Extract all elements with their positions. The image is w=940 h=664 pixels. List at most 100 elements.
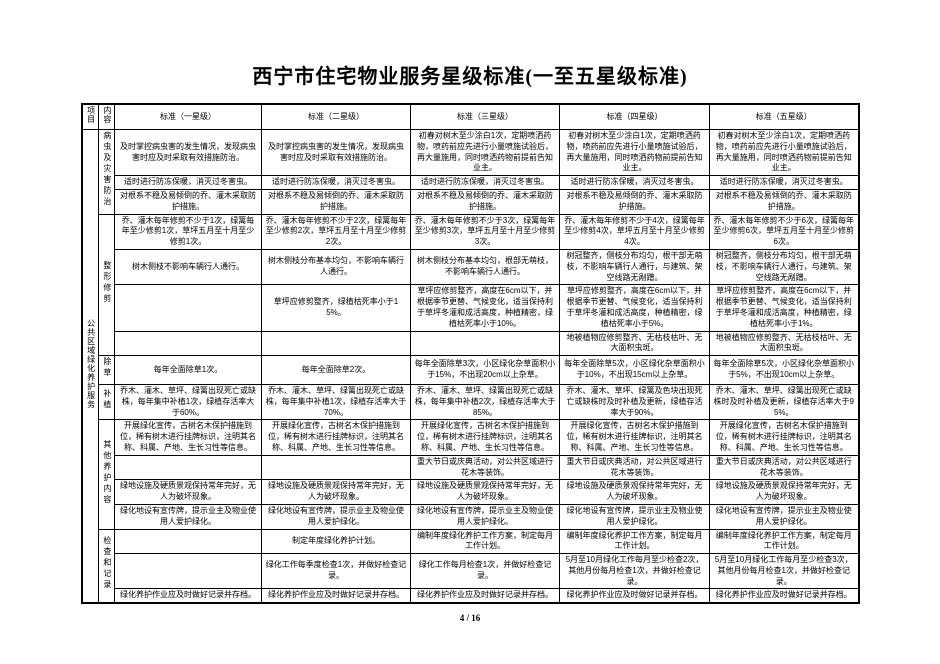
standard-cell: 乔木、灌木、草坪、绿篱及色块出现死亡或缺株时及时补植及更新，绿植存活率大于90%… (559, 383, 710, 421)
category-cell-label: 其他养护内容 (102, 439, 112, 506)
standard-cell: 绿地设施及硬质景观保持常年完好，无人为破坏现象。 (114, 479, 262, 505)
standard-cell: 重大节日或庆典活动，对公共区域进行花木等装饰。 (559, 454, 710, 481)
table-header-row: 项目 内容 标准（一星级） 标准（二星级） 标准（三星级） 标准（四星级） 标准（五星级） (81, 103, 859, 130)
header-cell-3: 标准（二星级） (261, 103, 411, 130)
table-row: 绿地设施及硬质景观保持常年完好，无人为破坏现象。 绿地设施及硬质景观保持常年完好，… (82, 479, 859, 505)
header-cell-0-label: 项目 (86, 106, 96, 125)
standard-cell: 乔木、灌木、草坪、绿篱出现死亡或缺株，每年集中补植1次，绿植存活率大于70%。 (261, 383, 411, 421)
category-cell-label: 整形修剪 (102, 260, 112, 305)
header-cell-0: 项目 (81, 103, 99, 130)
table-row: 对根系不稳及易倾倒的乔、灌木采取防护措施。 对根系不稳及易倾倒的乔、灌木采取防护措… (82, 188, 859, 215)
category-cell: 检查和记录 (98, 528, 115, 604)
standard-cell: 对根系不稳及易倾倒的乔、灌木采取防护措施。 (559, 188, 710, 215)
table-row: 绿化养护作业应及时做好记录并存档。 绿化养护作业应及时做好记录并存档。 绿化养护作业… (82, 588, 859, 604)
standard-cell: 乔木、灌木、草坪、绿篱出现死亡或缺株，每年集中补植1次，绿植存活率大于60%。 (114, 383, 262, 421)
standard-cell: 乔木、灌木、草坪、绿篱出现死亡或缺株时及时补植及更新，绿植存活率大于95%。 (709, 383, 859, 421)
standard-cell: 对根系不稳及易倾倒的乔、灌木采取防护措施。 (261, 188, 411, 215)
standard-cell: 每年全面除草5次，小区绿化杂草面积小于5%，不出现10cm以上杂草。 (709, 355, 859, 385)
standard-cell (114, 454, 262, 481)
standard-cell (410, 330, 560, 357)
standard-cell: 绿化地设有宣传牌，提示业主及物业使用人爱护绿化。 (261, 503, 411, 530)
category-cell: 除草 (98, 355, 115, 385)
table-row: 补植 乔木、灌木、草坪、绿篱出现死亡或缺株，每年集中补植1次，绿植存活率大于60%… (82, 383, 859, 421)
standard-cell: 适时进行防冻保暖，消灭过冬害虫。 (114, 175, 262, 190)
table-row: 重大节日或庆典活动，对公共区域进行花木等装饰。 重大节日或庆典活动，对公共区域进行… (82, 454, 859, 481)
project-cell-label: 公共区域绿化养护服务 (86, 319, 96, 410)
standard-cell (261, 454, 411, 481)
header-cell-5: 标准（四星级） (559, 103, 710, 130)
standard-cell: 对根系不稳及易倾倒的乔、灌木采取防护措施。 (410, 188, 560, 215)
category-cell: 其他养护内容 (98, 419, 115, 530)
standard-cell: 绿地设施及硬质景观保持常年完好，无人为破坏现象。 (261, 479, 411, 505)
category-cell-label: 病虫及灾害防治 (102, 131, 112, 209)
standard-cell: 编制年度绿化养护工作方案，制定每月工作计划。 (410, 528, 560, 555)
standard-cell: 每年全面除草3次，小区绿化杂草面积小于15%，不出现20cm以上杂草。 (410, 355, 560, 385)
category-cell-label: 除草 (102, 357, 112, 380)
standard-cell: 初春对树木至少涂白1次，定期喷洒药物，喷药前应先进行小量喷施试验后，再大量施用，… (709, 128, 859, 177)
standard-cell: 绿化养护作业应及时做好记录并存档。 (709, 588, 859, 604)
project-cell: 公共区域绿化养护服务 (81, 129, 99, 604)
standard-cell: 开展绿化宣传，古树名木保护措施到位，稀有树木进行挂牌标识，注明其名称、科属、产地… (114, 419, 262, 456)
standard-cell (261, 330, 411, 357)
standard-cell: 适时进行防冻保暖，消灭过冬害虫。 (709, 175, 859, 190)
standard-cell: 绿化地设有宣传牌，提示业主及物业使用人爱护绿化。 (559, 503, 710, 530)
standard-cell: 每年全面除草5次，小区绿化杂草面积小于10%，不出现15cm以上杂草。 (559, 355, 710, 385)
standard-cell: 初春对树木至少涂白1次，定期喷洒药物，喷药前应先进行小量喷施试验后，再大量施用，… (559, 128, 710, 177)
standard-cell: 草坪应修剪整齐，高度在6cm以下，并根据季节更替、气候变化，适当保持利于草坪冬灌… (410, 284, 560, 332)
header-cell-6: 标准（五星级） (709, 103, 859, 130)
standard-cell: 适时进行防冻保暖，消灭过冬害虫。 (261, 175, 411, 190)
standard-cell: 及时掌控病虫害的发生情况，发现病虫害时应及时采取有效措施防治。 (261, 128, 411, 177)
standard-cell: 开展绿化宣传，古树名木保护措施到位，稀有树木进行挂牌标识，注明其名称、科属、产地… (709, 419, 859, 456)
standard-cell: 树冠整齐，侧枝分布均匀，根干部无萌枝，不影响车辆行人通行，与建筑、架空线路无剐蹭… (709, 248, 859, 286)
standard-cell: 对根系不稳及易倾倒的乔、灌木采取防护措施。 (114, 188, 262, 215)
standard-cell: 树木侧枝分布基本均匀，根部无萌枝，不影响车辆行人通行。 (410, 248, 560, 286)
standard-cell: 适时进行防冻保暖，消灭过冬害虫。 (410, 175, 560, 190)
standard-cell: 绿化养护作业应及时做好记录并存档。 (410, 588, 560, 604)
table-row: 其他养护内容 开展绿化宣传，古树名木保护措施到位，稀有树木进行挂牌标识，注明其名称… (82, 419, 859, 530)
table-row: 树木侧枝不影响车辆行人通行。 树木侧枝分布基本均匀，不影响车辆行人通行。 树木侧枝分… (82, 248, 859, 286)
standard-cell: 树木侧枝分布基本均匀，不影响车辆行人通行。 (261, 248, 411, 286)
standard-cell: 草坪应修剪整齐，高度在6cm以下，并根据季节更替、气候变化，适当保持利于草坪冬灌… (709, 284, 859, 332)
standard-cell: 绿地设施及硬质景观保持常年完好，无人为破坏现象。 (410, 479, 560, 505)
standard-cell: 草坪应修剪整齐，绿植枯死率小于15%。 (261, 284, 411, 332)
standard-cell: 绿地设施及硬质景观保持常年完好，无人为破坏现象。 (709, 479, 859, 505)
standard-cell: 乔、灌木每年修剪不少于6次，绿篱每年至少修剪6次，草坪五月至十月至少修剪6次。 (709, 213, 859, 250)
standards-table-body: 公共区域绿化养护服务 病虫及灾害防治 及时掌控病虫害的发生情况，发现病虫害时应及时采… (81, 128, 859, 604)
header-cell-4: 标准（三星级） (410, 103, 560, 130)
standard-cell: 地被植物应修剪整齐、无枯枝枯叶、无大面积虫斑。 (709, 330, 859, 357)
standard-cell: 每年全面除草1次。 (114, 355, 262, 385)
standard-cell: 地被植物应修剪整齐、无枯枝枯叶、无大面积虫斑。 (559, 330, 710, 357)
table-row: 检查和记录 制定年度绿化养护计划。 编制年度绿化养护工作方案，制定每月工作计划。 编制… (82, 528, 859, 604)
standard-cell: 每年全面除草2次。 (261, 355, 411, 385)
standard-cell (114, 553, 262, 590)
standard-cell: 绿化养护作业应及时做好记录并存档。 (261, 588, 411, 604)
standard-cell: 绿化工作每月检查1次，并做好检查记录。 (410, 553, 560, 590)
standard-cell: 乔、灌木每年修剪不少于4次，绿篱每年至少修剪4次，草坪五月至十月至少修剪4次。 (559, 213, 710, 250)
category-cell: 补植 (98, 383, 115, 421)
table-row: 绿化地设有宣传牌，提示业主及物业使用人爱护绿化。 绿化地设有宣传牌，提示业主及物业… (82, 503, 859, 530)
standard-cell: 开展绿化宣传，古树名木保护措施到位，稀有树木进行挂牌标识，注明其名称、科属、产地… (410, 419, 560, 456)
page-number: 4 / 16 (459, 613, 481, 624)
standard-cell: 绿地设施及硬质景观保持常年完好，无人为破坏现象。 (559, 479, 710, 505)
header-cell-1: 内容 (98, 103, 115, 130)
table-row: 整形修剪 乔、灌木每年修剪不少于1次，绿篱每年至少修剪1次，草坪五月至十月至少修剪… (82, 213, 859, 357)
standards-table: 项目 内容 标准（一星级） 标准（二星级） 标准（三星级） 标准（四星级） 标准（五星级） … (80, 103, 860, 605)
standard-cell (114, 528, 262, 555)
table-row: 适时进行防冻保暖，消灭过冬害虫。 适时进行防冻保暖，消灭过冬害虫。 适时进行防冻保暖… (82, 175, 859, 190)
standard-cell: 适时进行防冻保暖，消灭过冬害虫。 (559, 175, 710, 190)
standard-cell: 重大节日或庆典活动，对公共区域进行花木等装饰。 (410, 454, 560, 481)
category-cell: 病虫及灾害防治 (98, 129, 115, 215)
standard-cell: 开展绿化宣传，古树名木保护措施到位，稀有树木进行挂牌标识，注明其名称、科属、产地… (559, 419, 710, 456)
category-cell-label: 补植 (102, 389, 112, 412)
table-row: 草坪应修剪整齐，绿植枯死率小于15%。 草坪应修剪整齐，高度在6cm以下，并根据季… (82, 284, 859, 332)
standard-cell: 绿化地设有宣传牌，提示业主及物业使用人爱护绿化。 (114, 503, 262, 530)
standard-cell: 乔、灌木每年修剪不少于2次，绿篱每年至少修剪2次，草坪五月至十月至少修剪2次。 (261, 213, 411, 250)
standard-cell: 5月至10月绿化工作每月至少检查2次，其他月份每月检查1次，并做好检查记录。 (559, 553, 710, 590)
standard-cell: 草坪应修剪整齐，高度在6cm以下，并根据季节更替、气候变化，适当保持利于草坪冬灌… (559, 284, 710, 332)
standard-cell: 编制年度绿化养护工作方案，制定每月工作计划。 (559, 528, 710, 555)
standard-cell: 及时掌控病虫害的发生情况，发现病虫害时应及时采取有效措施防治。 (114, 128, 262, 177)
table-row: 公共区域绿化养护服务 病虫及灾害防治 及时掌控病虫害的发生情况，发现病虫害时应及时采… (81, 128, 859, 604)
standard-cell: 绿化养护作业应及时做好记录并存档。 (559, 588, 710, 604)
standard-cell: 5月至10月绿化工作每月至少检查3次，其他月份每月检查1次，并做好检查记录。 (709, 553, 859, 590)
